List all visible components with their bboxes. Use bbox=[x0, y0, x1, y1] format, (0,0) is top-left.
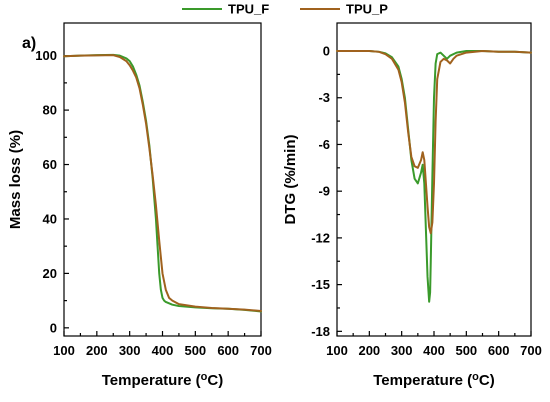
x-tick-label: 400 bbox=[152, 343, 174, 358]
series-line-tpu-f bbox=[63, 53, 262, 313]
x-axis-label: Temperature (oC) bbox=[102, 371, 223, 389]
x-tick-label: 500 bbox=[184, 343, 206, 358]
panel-b-dtg: 1002003004005006007000-3-6-9-12-15-18b)T… bbox=[282, 22, 542, 389]
y-axis-label: Mass loss (%) bbox=[7, 130, 24, 229]
y-tick-label: -6 bbox=[318, 137, 330, 152]
x-tick-label: 100 bbox=[53, 343, 75, 358]
x-tick-label: 400 bbox=[423, 343, 445, 358]
series-line-tpu-f bbox=[336, 50, 532, 303]
x-tick-label: 700 bbox=[520, 343, 542, 358]
y-tick-label: -15 bbox=[311, 277, 330, 292]
panel-label: a) bbox=[22, 35, 36, 52]
y-tick-label: 40 bbox=[43, 211, 57, 226]
x-tick-label: 600 bbox=[217, 343, 239, 358]
x-tick-label: 100 bbox=[326, 343, 348, 358]
y-tick-label: 100 bbox=[35, 48, 57, 63]
x-tick-label: 200 bbox=[86, 343, 108, 358]
y-tick-label: 80 bbox=[43, 103, 57, 118]
y-tick-label: -3 bbox=[318, 90, 330, 105]
y-tick-label: 20 bbox=[43, 266, 57, 281]
y-tick-label: 0 bbox=[323, 44, 330, 59]
y-tick-label: 60 bbox=[43, 157, 57, 172]
x-tick-label: 300 bbox=[391, 343, 413, 358]
y-tick-label: -18 bbox=[311, 324, 330, 339]
x-tick-label: 700 bbox=[250, 343, 272, 358]
y-tick-label: 0 bbox=[50, 320, 57, 335]
x-tick-label: 300 bbox=[119, 343, 141, 358]
x-tick-label: 600 bbox=[488, 343, 510, 358]
legend-label: TPU_F bbox=[228, 2, 269, 17]
y-tick-label: -9 bbox=[318, 184, 330, 199]
series-line-tpu-p bbox=[336, 50, 532, 235]
x-tick-label: 500 bbox=[455, 343, 477, 358]
y-tick-label: -12 bbox=[311, 230, 330, 245]
x-tick-label: 200 bbox=[358, 343, 380, 358]
y-axis-label: DTG (%/min) bbox=[282, 135, 299, 225]
series-line-tpu-p bbox=[63, 54, 262, 312]
legend-label: TPU_P bbox=[346, 2, 388, 17]
legend: TPU_F TPU_P bbox=[182, 2, 388, 17]
x-axis-label: Temperature (oC) bbox=[373, 371, 494, 389]
plot-frame bbox=[63, 22, 262, 337]
panel-a-mass-loss: 100 200 300 400 500 600 700020406080100a)Tempe… bbox=[7, 22, 272, 389]
